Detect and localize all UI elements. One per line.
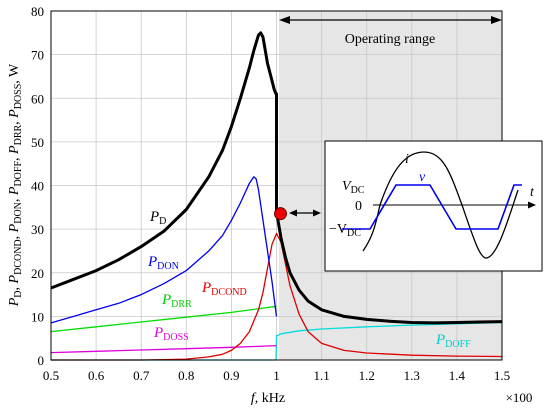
operating-point-arrow xyxy=(289,209,321,217)
inset-label-i: i xyxy=(405,152,409,167)
series-line-pd xyxy=(50,31,503,325)
label-pd: PD xyxy=(149,209,166,227)
x-tick-label: 1 xyxy=(273,368,280,383)
inset-label-neg-vdc: −VDC xyxy=(329,222,361,239)
inset-label-zero: 0 xyxy=(355,199,362,214)
y-tick-label: 20 xyxy=(31,266,44,281)
x-tick-label: 1.2 xyxy=(359,368,375,383)
x-tick-label: 1.3 xyxy=(404,368,420,383)
waveform-inset: i v t 0 VDC −VDC xyxy=(324,140,543,272)
y-tick-label: 70 xyxy=(31,48,44,63)
x-tick-labels: 0.5 0.6 0.7 0.8 0.9 1 1.1 1.2 1.3 1.4 1.5 xyxy=(43,368,510,383)
series-line-pdon xyxy=(50,176,278,324)
inset-current-waveform xyxy=(362,151,519,259)
inset-label-v: v xyxy=(419,170,426,185)
x-axis-label: f, kHz xyxy=(251,391,285,406)
y-axis-label: PD, PDCOND, PDON, PDOFF, PDRR, PDOSS, W xyxy=(7,63,24,307)
y-tick-label: 10 xyxy=(31,309,44,324)
y-tick-label: 40 xyxy=(31,179,44,194)
operating-point-marker xyxy=(274,207,287,221)
operating-range-arrow xyxy=(279,16,502,24)
y-tick-label: 30 xyxy=(31,222,44,237)
x-tick-label: 0.8 xyxy=(178,368,194,383)
series-line-pdcond xyxy=(51,232,503,361)
y-tick-label: 0 xyxy=(38,353,45,368)
label-pdoff: PDOFF xyxy=(435,332,471,350)
inset-axis-arrow xyxy=(528,201,536,209)
y-tick-labels: 0 10 20 30 40 50 60 70 80 xyxy=(31,4,44,368)
x-tick-label: 1.5 xyxy=(494,368,510,383)
x-tick-label: 1.4 xyxy=(449,368,466,383)
y-tick-label: 80 xyxy=(31,4,44,19)
inset-label-t: t xyxy=(530,185,535,200)
x-scale-note: ×100 xyxy=(506,390,533,405)
series-line-pdoss xyxy=(50,344,277,354)
label-pdon: PDON xyxy=(147,254,179,272)
y-tick-label: 50 xyxy=(31,135,44,150)
x-tick-label: 0.9 xyxy=(223,368,239,383)
label-pdrr: PDRR xyxy=(161,292,192,310)
x-tick-label: 0.7 xyxy=(133,368,150,383)
x-tick-label: 1.1 xyxy=(313,368,329,383)
x-tick-label: 0.5 xyxy=(43,368,59,383)
y-tick-label: 60 xyxy=(31,91,44,106)
label-pdoss: PDOSS xyxy=(153,325,189,343)
operating-range-label: Operating range xyxy=(345,32,436,47)
x-tick-label: 0.6 xyxy=(88,368,105,383)
series-line-pdrr xyxy=(50,305,277,333)
inset-label-vdc: VDC xyxy=(342,179,365,196)
inset-voltage-waveform xyxy=(342,184,522,230)
label-pdcond: PDCOND xyxy=(201,280,247,298)
